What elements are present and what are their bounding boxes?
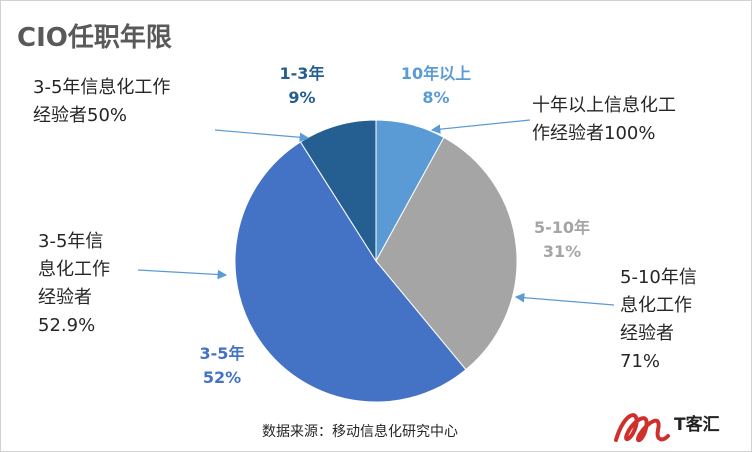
arrow-3to5-52-9 (137, 269, 228, 280)
annotation-line: 息化工作 (620, 295, 692, 316)
chart-title: CIO任职年限 (17, 23, 172, 53)
pie-slice-5to10 (375, 136, 518, 371)
slice-label-1to3: 1-3年 9% (252, 62, 352, 110)
annotation-line: 经验者 (620, 323, 674, 344)
annotation-line: 息化工作 (38, 259, 110, 280)
slice-percent: 9% (288, 88, 316, 107)
annotation-line: 经验者50% (33, 105, 128, 126)
slice-name: 5-10年 (533, 218, 591, 237)
slice-percent: 31% (542, 242, 582, 261)
arrow-5to10-71 (514, 292, 615, 306)
arrow-3to5-50 (214, 129, 310, 143)
annotation-3to5-50: 3-5年信息化工作 经验者50% (33, 74, 170, 130)
annotation-line: 十年以上信息化工 (532, 95, 676, 116)
slice-name: 1-3年 (279, 64, 325, 83)
annotation-3to5-52-9: 3-5年信 息化工作 经验者 52.9% (38, 228, 110, 340)
annotation-line: 作经验者100% (532, 123, 656, 144)
slice-name: 3-5年 (199, 344, 245, 363)
slice-percent: 52% (202, 368, 242, 387)
arrow-10plus-100 (430, 119, 531, 134)
annotation-line: 经验者 (38, 287, 92, 308)
pie-slice-3to5 (234, 141, 467, 403)
slice-percent: 8% (422, 88, 450, 107)
annotation-line: 71% (620, 351, 661, 372)
slice-label-5to10: 5-10年 31% (512, 216, 612, 264)
annotation-10plus-100: 十年以上信息化工 作经验者100% (532, 92, 676, 148)
annotation-line: 3-5年信 (38, 231, 104, 252)
slice-label-3to5: 3-5年 52% (172, 342, 272, 390)
slice-label-10plus: 10年以上 8% (386, 62, 486, 110)
logo-text: T客汇 (674, 415, 720, 435)
annotation-line: 5-10年信 (620, 267, 697, 288)
annotation-line: 52.9% (38, 315, 96, 336)
data-source: 数据来源：移动信息化研究中心 (262, 424, 458, 440)
logo-mark (614, 413, 670, 443)
annotation-5to10-71: 5-10年信 息化工作 经验者 71% (620, 264, 697, 376)
annotation-line: 3-5年信息化工作 (33, 77, 171, 98)
slice-name: 10年以上 (400, 64, 472, 83)
